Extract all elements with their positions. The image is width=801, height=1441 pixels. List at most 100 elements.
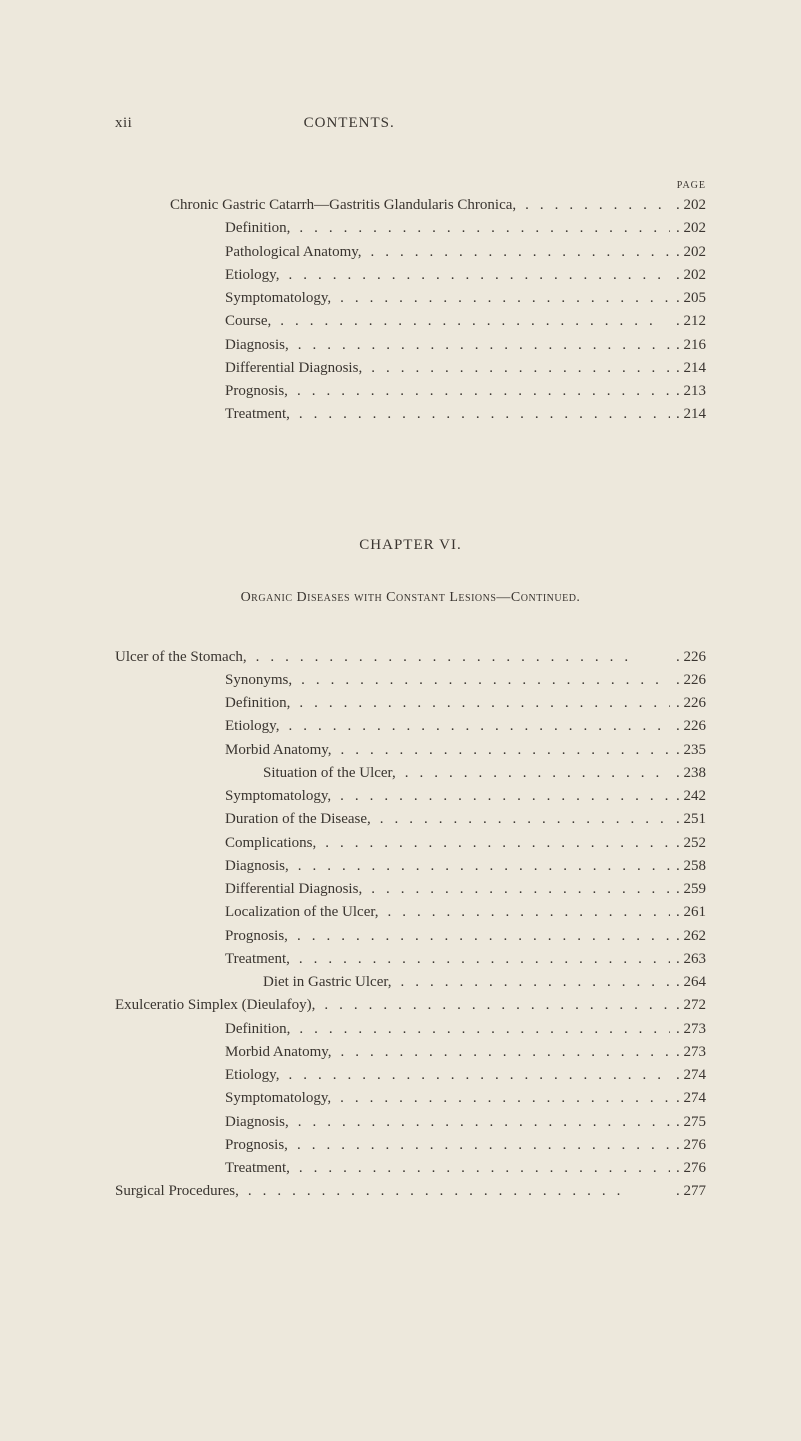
toc-entry: Morbid Anatomy,.........................… xyxy=(115,739,706,762)
toc-entry: Treatment,........................... 21… xyxy=(115,403,706,426)
toc-entry-text: Treatment, xyxy=(225,403,290,426)
toc-entry-text: Course, xyxy=(225,310,271,333)
toc-entry: Treatment,........................... 26… xyxy=(115,948,706,971)
toc-entry: Course,........................... 212 xyxy=(115,310,706,333)
toc-entry-text: Symptomatology, xyxy=(225,785,331,808)
toc-entry-text: Morbid Anatomy, xyxy=(225,739,332,762)
toc-entry: Etiology,........................... 274 xyxy=(115,1064,706,1087)
toc-dot-leader: .......................... xyxy=(362,357,670,380)
toc-entry: Exulceratio Simplex (Dieulafoy),........… xyxy=(115,994,706,1017)
toc-dot-leader: .......................... xyxy=(392,971,670,994)
toc-dot-leader: .......................... xyxy=(362,878,670,901)
toc-dot-leader: .......................... xyxy=(516,194,670,217)
toc-dot-leader: .......................... xyxy=(289,855,670,878)
toc-entry-text: Diet in Gastric Ulcer, xyxy=(263,971,392,994)
toc-entry-page: . 242 xyxy=(670,785,706,808)
toc-entry: Prognosis,........................... 21… xyxy=(115,380,706,403)
toc-entry-text: Symptomatology, xyxy=(225,1087,331,1110)
toc-entry-text: Symptomatology, xyxy=(225,287,331,310)
toc-entry: Prognosis,........................... 27… xyxy=(115,1134,706,1157)
toc-entry-text: Treatment, xyxy=(225,1157,290,1180)
toc-entry-text: Definition, xyxy=(225,217,290,240)
toc-section-2: Ulcer of the Stomach,...................… xyxy=(115,646,706,1204)
toc-entry-page: . 214 xyxy=(670,357,706,380)
toc-entry-page: . 205 xyxy=(670,287,706,310)
chapter-subtitle: Organic Diseases with Constant Lesions—C… xyxy=(115,590,706,606)
toc-section-1: Chronic Gastric Catarrh—Gastritis Glandu… xyxy=(115,194,706,427)
toc-entry: Symptomatology,.........................… xyxy=(115,785,706,808)
toc-dot-leader: .......................... xyxy=(290,948,670,971)
toc-entry-page: . 252 xyxy=(670,832,706,855)
toc-dot-leader: .......................... xyxy=(271,310,670,333)
toc-dot-leader: .......................... xyxy=(290,1018,670,1041)
toc-entry-text: Prognosis, xyxy=(225,1134,288,1157)
toc-entry-page: . 274 xyxy=(670,1064,706,1087)
toc-entry: Ulcer of the Stomach,...................… xyxy=(115,646,706,669)
toc-dot-leader: .......................... xyxy=(288,1134,670,1157)
toc-entry-page: . 277 xyxy=(670,1180,706,1203)
toc-entry: Duration of the Disease,................… xyxy=(115,808,706,831)
toc-dot-leader: .......................... xyxy=(332,1041,670,1064)
toc-entry-text: Diagnosis, xyxy=(225,1111,289,1134)
toc-dot-leader: .......................... xyxy=(331,785,670,808)
toc-entry-text: Etiology, xyxy=(225,264,279,287)
toc-entry: Chronic Gastric Catarrh—Gastritis Glandu… xyxy=(115,194,706,217)
toc-dot-leader: .......................... xyxy=(292,669,670,692)
toc-entry-text: Prognosis, xyxy=(225,925,288,948)
toc-entry-page: . 274 xyxy=(670,1087,706,1110)
toc-entry-page: . 214 xyxy=(670,403,706,426)
toc-entry-text: Duration of the Disease, xyxy=(225,808,371,831)
toc-dot-leader: .......................... xyxy=(290,403,670,426)
toc-entry-page: . 202 xyxy=(670,241,706,264)
toc-dot-leader: .......................... xyxy=(331,1087,670,1110)
page-header: xii CONTENTS. xyxy=(115,115,706,132)
toc-entry: Morbid Anatomy,.........................… xyxy=(115,1041,706,1064)
toc-entry-page: . 273 xyxy=(670,1018,706,1041)
toc-entry-page: . 226 xyxy=(670,669,706,692)
toc-dot-leader: .......................... xyxy=(279,1064,670,1087)
toc-entry-page: . 251 xyxy=(670,808,706,831)
toc-dot-leader: .......................... xyxy=(288,925,670,948)
toc-entry: Situation of the Ulcer,.................… xyxy=(115,762,706,785)
page-container: xii CONTENTS. PAGE Chronic Gastric Catar… xyxy=(0,0,801,1264)
toc-entry: Complications,..........................… xyxy=(115,832,706,855)
toc-entry: Differential Diagnosis,.................… xyxy=(115,357,706,380)
toc-entry-page: . 262 xyxy=(670,925,706,948)
toc-dot-leader: .......................... xyxy=(279,715,670,738)
toc-entry-page: . 261 xyxy=(670,901,706,924)
toc-dot-leader: .......................... xyxy=(290,692,670,715)
toc-entry-page: . 213 xyxy=(670,380,706,403)
toc-entry-text: Complications, xyxy=(225,832,316,855)
toc-entry: Diagnosis,........................... 25… xyxy=(115,855,706,878)
toc-dot-leader: .......................... xyxy=(279,264,670,287)
toc-entry-text: Definition, xyxy=(225,692,290,715)
toc-entry-page: . 276 xyxy=(670,1134,706,1157)
toc-entry-text: Pathological Anatomy, xyxy=(225,241,362,264)
toc-dot-leader: .......................... xyxy=(396,762,670,785)
toc-entry-text: Synonyms, xyxy=(225,669,292,692)
toc-entry-page: . 226 xyxy=(670,692,706,715)
toc-entry: Etiology,........................... 226 xyxy=(115,715,706,738)
toc-entry-text: Treatment, xyxy=(225,948,290,971)
toc-entry-text: Definition, xyxy=(225,1018,290,1041)
toc-entry-page: . 226 xyxy=(670,715,706,738)
toc-entry: Etiology,........................... 202 xyxy=(115,264,706,287)
toc-dot-leader: .......................... xyxy=(288,380,670,403)
toc-entry: Prognosis,........................... 26… xyxy=(115,925,706,948)
toc-entry: Localization of the Ulcer,..............… xyxy=(115,901,706,924)
toc-entry: Diet in Gastric Ulcer,..................… xyxy=(115,971,706,994)
toc-dot-leader: .......................... xyxy=(289,1111,670,1134)
toc-entry-page: . 212 xyxy=(670,310,706,333)
toc-dot-leader: .......................... xyxy=(362,241,670,264)
toc-entry-text: Diagnosis, xyxy=(225,334,289,357)
toc-entry: Definition,........................... 2… xyxy=(115,692,706,715)
toc-entry-page: . 258 xyxy=(670,855,706,878)
chapter-heading: CHAPTER VI. xyxy=(115,537,706,554)
toc-entry-text: Situation of the Ulcer, xyxy=(263,762,396,785)
toc-dot-leader: .......................... xyxy=(379,901,671,924)
toc-entry: Surgical Procedures,....................… xyxy=(115,1180,706,1203)
toc-entry: Symptomatology,.........................… xyxy=(115,287,706,310)
toc-entry-page: . 238 xyxy=(670,762,706,785)
toc-entry-text: Morbid Anatomy, xyxy=(225,1041,332,1064)
toc-dot-leader: .......................... xyxy=(371,808,670,831)
